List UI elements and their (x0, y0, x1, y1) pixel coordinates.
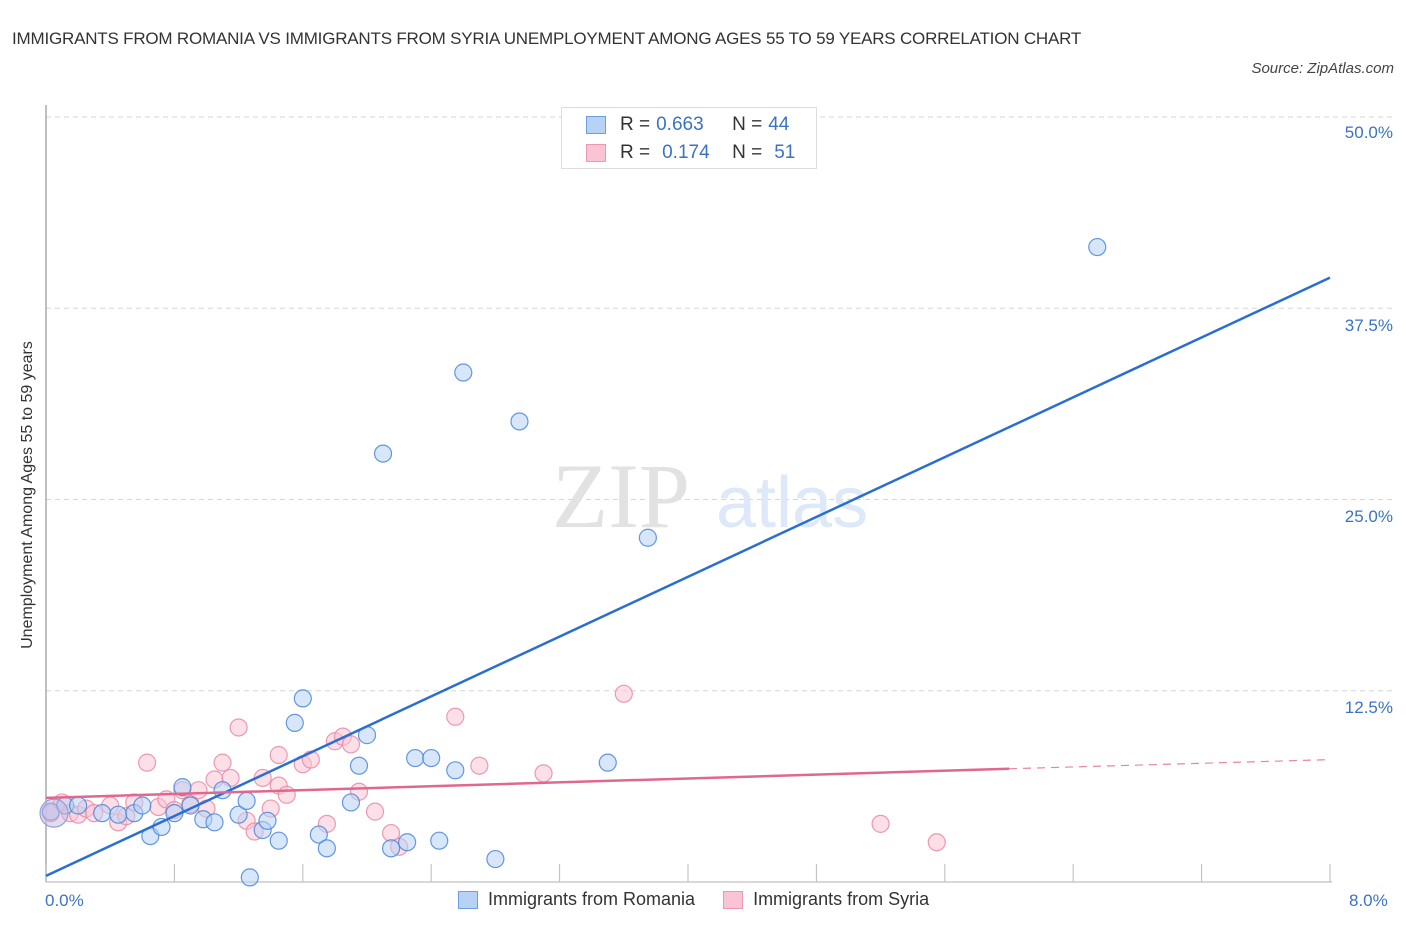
data-point (341, 793, 361, 812)
romania-swatch-icon (586, 116, 606, 134)
source-label: Source: ZipAtlas.com (1251, 60, 1394, 77)
data-point (470, 756, 489, 775)
data-point (269, 745, 288, 765)
n-label: N = (732, 114, 763, 135)
legend-item-romania[interactable]: Immigrants from Romania (458, 889, 695, 910)
data-point (309, 825, 328, 844)
r-label: R = (620, 114, 651, 135)
data-point (1088, 237, 1107, 257)
chart-title: IMMIGRANTS FROM ROMANIA VS IMMIGRANTS FR… (12, 29, 1082, 48)
y-tick-50: 50.0% (1344, 123, 1393, 142)
data-point (189, 781, 208, 800)
n-value: 44 (768, 114, 790, 135)
data-point (406, 748, 425, 768)
data-point (398, 833, 417, 852)
data-point (430, 831, 449, 850)
r-label: R = (620, 142, 651, 163)
romania-swatch-icon (458, 890, 478, 909)
data-point (285, 713, 304, 732)
data-point (422, 748, 441, 768)
data-point (598, 753, 617, 772)
data-point (205, 813, 224, 832)
data-point (213, 753, 232, 772)
data-point (133, 796, 152, 815)
legend-label-syria: Immigrants from Syria (753, 889, 930, 909)
data-point-cluster (39, 798, 69, 828)
legend-item-syria[interactable]: Immigrants from Syria (723, 889, 929, 910)
romania-points (39, 237, 1107, 887)
axes (45, 105, 1332, 883)
data-point (229, 718, 248, 737)
syria-swatch-icon (586, 144, 606, 162)
n-label: N = (732, 142, 763, 163)
data-point (614, 684, 633, 703)
data-point (229, 805, 248, 824)
r-value: 0.663 (656, 114, 704, 135)
data-point (454, 363, 473, 382)
legend-label-romania: Immigrants from Romania (488, 889, 696, 909)
r-value: 0.174 (662, 142, 710, 163)
y-axis-label: Unemployment Among Ages 55 to 59 years (19, 341, 36, 649)
data-point (349, 756, 369, 775)
watermark-zip: ZIP (552, 445, 690, 547)
data-point (341, 735, 361, 754)
data-point (68, 796, 88, 815)
data-point (138, 753, 157, 772)
syria-points (41, 684, 946, 856)
data-point (173, 778, 192, 797)
gridlines (46, 116, 1395, 692)
trend-lines (45, 276, 1331, 878)
data-point (871, 814, 890, 833)
data-point (365, 802, 385, 821)
data-point (317, 839, 336, 858)
data-point (927, 833, 946, 852)
y-tick-25: 25.0% (1344, 507, 1393, 526)
romania-trend-line (45, 276, 1331, 878)
syria-swatch-icon (723, 890, 744, 909)
data-point (293, 689, 312, 708)
data-point (277, 785, 296, 804)
series-legend: Immigrants from Romania Immigrants from … (458, 889, 957, 910)
x-tick-0: 0.0% (45, 891, 84, 910)
correlation-legend: R = 0.663 N = 44 R = 0.174 N = 51 (561, 107, 817, 169)
x-tick-8: 8.0% (1349, 891, 1388, 910)
zipatlas-watermark: ZIP atlas (552, 445, 868, 547)
y-tick-12-5: 12.5% (1344, 698, 1393, 717)
data-point (381, 839, 401, 858)
data-point (373, 444, 393, 463)
data-point (446, 761, 465, 780)
data-point (510, 412, 529, 431)
legend-row-romania: R = 0.663 N = 44 (586, 113, 789, 137)
syria-trend-extension (1008, 759, 1331, 770)
data-point (258, 811, 277, 830)
legend-row-syria: R = 0.174 N = 51 (586, 141, 795, 165)
data-point (237, 791, 256, 811)
data-point (446, 707, 465, 726)
syria-trend-line (45, 767, 1010, 800)
data-point (638, 528, 657, 547)
data-point (240, 868, 259, 887)
data-point (486, 849, 505, 869)
data-point (93, 804, 112, 823)
data-point (109, 805, 128, 824)
n-value: 51 (774, 142, 796, 163)
y-tick-37-5: 37.5% (1344, 316, 1393, 335)
data-point (269, 831, 288, 850)
data-point (534, 764, 553, 783)
